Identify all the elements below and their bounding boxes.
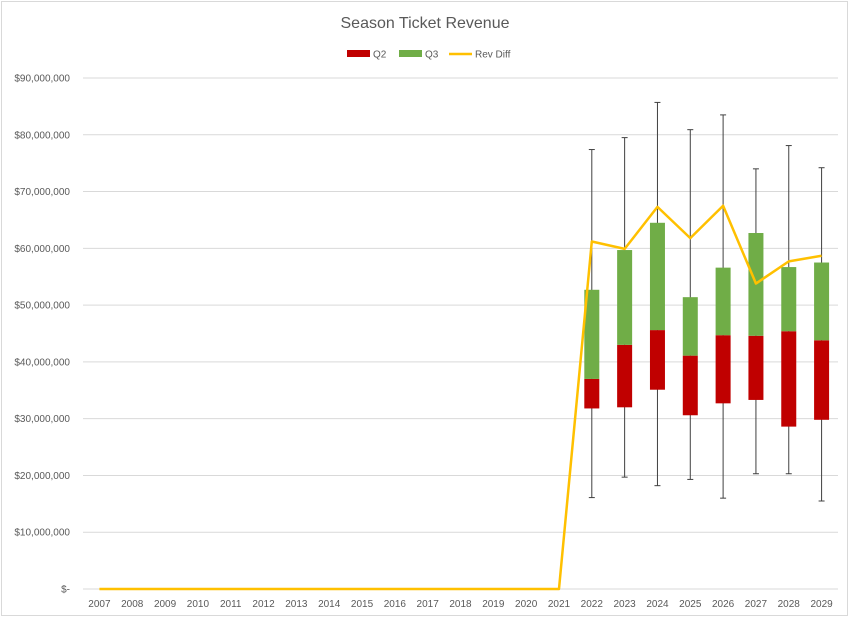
legend-label: Q3 (425, 50, 439, 61)
x-tick-label: 2013 (285, 599, 308, 610)
x-tick-label: 2009 (154, 599, 177, 610)
y-tick-label: $70,000,000 (14, 187, 70, 198)
y-tick-label: $80,000,000 (14, 130, 70, 141)
x-tick-label: 2017 (417, 599, 440, 610)
q3-box (715, 267, 731, 336)
y-tick-label: $40,000,000 (14, 357, 70, 368)
q3-box (682, 297, 698, 356)
y-axis-ticks: $- $10,000,000 $20,000,000 $30,000,000 $40,0… (14, 74, 70, 596)
x-tick-label: 2027 (745, 599, 768, 610)
y-tick-label: $10,000,000 (14, 528, 70, 539)
x-tick-label: 2011 (220, 599, 242, 610)
q2-box (781, 331, 797, 427)
y-tick-label: $50,000,000 (14, 301, 70, 312)
x-tick-label: 2007 (88, 599, 111, 610)
boxes (584, 222, 830, 427)
q2-box (748, 335, 764, 400)
chart-title: Season Ticket Revenue (341, 15, 510, 32)
rev-diff-line-layer (99, 204, 822, 591)
y-tick-label: $90,000,000 (14, 74, 70, 85)
y-tick-label: $60,000,000 (14, 244, 70, 255)
y-tick-label: $20,000,000 (14, 471, 70, 482)
x-tick-label: 2026 (712, 599, 735, 610)
q2-box (715, 335, 731, 404)
x-tick-label: 2029 (810, 599, 833, 610)
x-tick-label: 2016 (384, 599, 407, 610)
q3-box (617, 250, 633, 345)
x-tick-label: 2022 (581, 599, 604, 610)
legend-swatch (399, 50, 422, 57)
q2-box (814, 340, 830, 420)
y-tick-label: $- (61, 585, 70, 596)
q2-box (617, 344, 633, 408)
q2-box (584, 378, 600, 409)
legend-swatch (347, 50, 370, 57)
x-tick-label: 2008 (121, 599, 144, 610)
legend-label: Q2 (373, 50, 387, 61)
x-tick-label: 2014 (318, 599, 341, 610)
q3-box (584, 289, 600, 379)
q3-box (649, 222, 665, 331)
x-axis-ticks: 2007 2008 2009 2010 2011 2012 2013 2014 2015 2016… (88, 599, 833, 610)
rev-diff-line (99, 204, 822, 591)
x-tick-label: 2020 (515, 599, 538, 610)
y-tick-label: $30,000,000 (14, 414, 70, 425)
x-tick-label: 2012 (252, 599, 275, 610)
q2-box (682, 355, 698, 416)
x-tick-label: 2021 (548, 599, 571, 610)
q3-box (781, 267, 797, 332)
legend: Q2 Q3 Rev Diff (347, 50, 511, 61)
q3-box (814, 262, 830, 341)
x-tick-label: 2010 (187, 599, 210, 610)
x-tick-label: 2025 (679, 599, 702, 610)
x-tick-label: 2028 (778, 599, 801, 610)
x-tick-label: 2019 (482, 599, 505, 610)
q2-box (649, 330, 665, 390)
x-tick-label: 2015 (351, 599, 374, 610)
x-tick-label: 2018 (449, 599, 472, 610)
legend-label: Rev Diff (475, 50, 511, 61)
x-tick-label: 2024 (646, 599, 669, 610)
x-tick-label: 2023 (614, 599, 637, 610)
